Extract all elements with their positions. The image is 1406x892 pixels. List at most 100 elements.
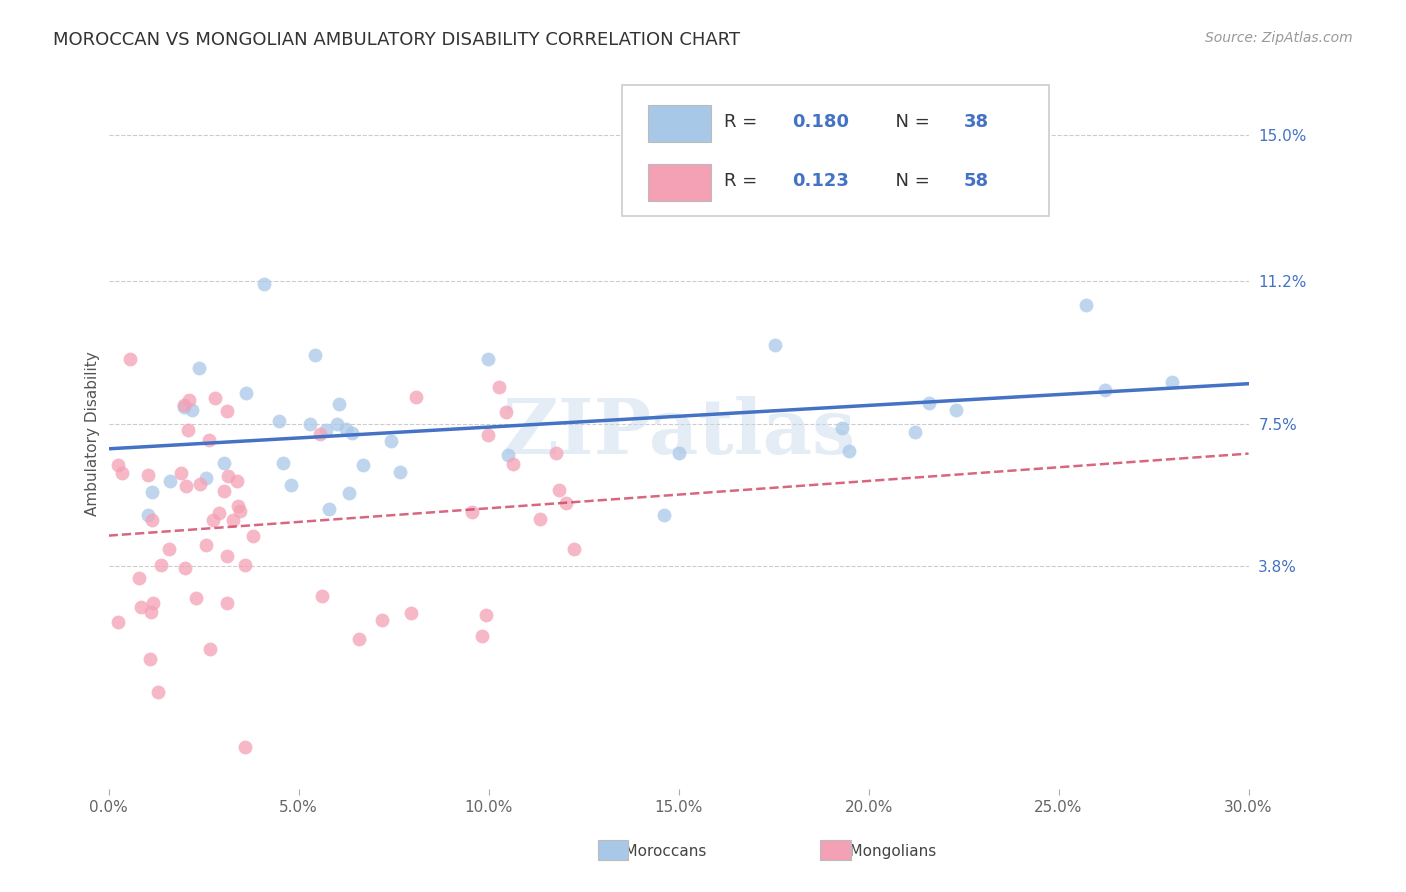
Point xyxy=(174,479,197,493)
Point xyxy=(212,484,235,499)
Point xyxy=(215,549,238,563)
Y-axis label: Ambulatory Disability: Ambulatory Disability xyxy=(86,351,100,516)
Point xyxy=(477,427,499,442)
FancyBboxPatch shape xyxy=(621,85,1049,216)
Point xyxy=(347,632,370,646)
Point xyxy=(548,483,571,497)
Point xyxy=(477,351,499,366)
Point xyxy=(337,486,360,500)
Point xyxy=(129,599,152,614)
Text: 0.180: 0.180 xyxy=(793,113,849,131)
Point xyxy=(904,425,927,439)
Point xyxy=(142,595,165,609)
Point xyxy=(461,505,484,519)
Point xyxy=(340,426,363,441)
Point xyxy=(328,397,350,411)
Point xyxy=(1074,298,1097,312)
Point xyxy=(318,502,340,516)
Text: Moroccans: Moroccans xyxy=(605,845,706,859)
Point xyxy=(208,506,231,520)
Point xyxy=(765,337,787,351)
Point xyxy=(309,427,332,442)
Point xyxy=(280,477,302,491)
Point xyxy=(496,448,519,462)
Text: MOROCCAN VS MONGOLIAN AMBULATORY DISABILITY CORRELATION CHART: MOROCCAN VS MONGOLIAN AMBULATORY DISABIL… xyxy=(53,31,741,49)
Point xyxy=(215,596,238,610)
Point xyxy=(399,606,422,620)
Point xyxy=(188,476,211,491)
Point xyxy=(502,457,524,471)
Point xyxy=(179,392,201,407)
Point xyxy=(177,423,200,437)
Point xyxy=(474,608,496,623)
Point xyxy=(495,405,517,419)
Point xyxy=(555,496,578,510)
Text: 58: 58 xyxy=(963,171,988,190)
Point xyxy=(136,467,159,482)
Point xyxy=(184,591,207,606)
Point xyxy=(1094,383,1116,397)
Point xyxy=(222,513,245,527)
Point xyxy=(564,541,586,556)
Point xyxy=(233,558,256,573)
Point xyxy=(546,445,568,459)
Point xyxy=(1161,375,1184,389)
Point xyxy=(204,391,226,405)
Bar xyxy=(648,105,710,142)
Point xyxy=(150,558,173,573)
Point xyxy=(471,629,494,643)
Point xyxy=(107,458,129,472)
Point xyxy=(529,511,551,525)
Point xyxy=(202,513,225,527)
Point xyxy=(325,417,347,431)
Point xyxy=(335,422,357,436)
Point xyxy=(405,390,427,404)
Text: 0.123: 0.123 xyxy=(793,171,849,190)
Point xyxy=(107,615,129,629)
Point xyxy=(136,508,159,522)
Point xyxy=(370,613,392,627)
Point xyxy=(157,541,180,556)
Point xyxy=(225,474,247,488)
Point xyxy=(652,508,675,523)
Point xyxy=(668,445,690,459)
Point xyxy=(118,351,141,366)
Point xyxy=(918,396,941,410)
Point xyxy=(195,470,218,484)
Point xyxy=(235,385,257,400)
Text: N =: N = xyxy=(884,171,935,190)
Point xyxy=(148,685,170,699)
Text: Mongolians: Mongolians xyxy=(830,845,936,859)
Text: N =: N = xyxy=(884,113,935,131)
Point xyxy=(141,605,163,619)
Point xyxy=(173,400,195,414)
Text: Source: ZipAtlas.com: Source: ZipAtlas.com xyxy=(1205,31,1353,45)
Point xyxy=(380,434,402,448)
Point xyxy=(141,484,163,499)
Point xyxy=(298,417,321,432)
Point xyxy=(128,571,150,585)
Point xyxy=(194,538,217,552)
Point xyxy=(228,504,250,518)
Point xyxy=(838,443,860,458)
Point xyxy=(311,589,333,603)
Point xyxy=(488,380,510,394)
Point xyxy=(214,456,236,470)
Point xyxy=(159,475,181,489)
Point xyxy=(352,458,374,472)
Point xyxy=(228,499,250,513)
Point xyxy=(111,467,134,481)
Point xyxy=(217,469,239,483)
Point xyxy=(304,348,326,362)
Point xyxy=(139,651,162,665)
Point xyxy=(217,404,239,418)
Point xyxy=(253,277,276,291)
Point xyxy=(242,529,264,543)
Point xyxy=(271,456,294,470)
Point xyxy=(170,467,193,481)
Point xyxy=(269,414,291,428)
Point xyxy=(173,398,195,412)
Point xyxy=(945,402,967,417)
Point xyxy=(180,402,202,417)
Point xyxy=(198,433,221,447)
